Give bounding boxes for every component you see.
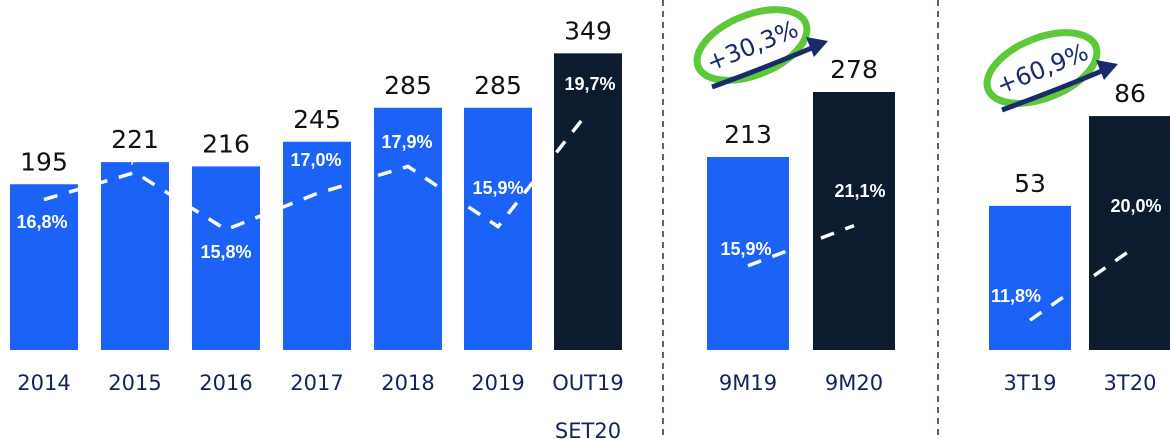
bar [554,53,622,350]
x-tick-label: 2018 [381,371,434,395]
bar [192,166,260,350]
value-label: 285 [474,71,522,100]
bar [989,205,1071,350]
growth-arrowhead [806,37,828,57]
value-label: 285 [384,71,432,100]
annotation: +30,3% [702,15,802,77]
x-tick-label: 3T20 [1104,371,1157,395]
margin-label: 16,8% [16,212,67,232]
bar [1089,116,1170,350]
bar [707,157,789,350]
margin-line [1028,249,1132,322]
margin-label: 17,7% [109,146,160,166]
growth-arrowhead [1096,60,1118,80]
value-label: 216 [202,129,250,158]
x-tick-label: 2015 [108,371,161,395]
x-tick-label: 9M19 [719,371,777,395]
margin-label: 21,1% [834,181,885,201]
margin-label: 17,0% [290,150,341,170]
value-label: 53 [1014,169,1046,198]
margin-line [747,223,855,268]
margin-label: 15,9% [720,239,771,259]
growth-arrow [711,44,815,90]
x-tick-label-line: SET20 [555,419,621,439]
bar [374,107,442,350]
value-label: 195 [20,147,68,176]
bar [10,184,78,350]
bar [283,141,351,350]
x-tick-label: 3T19 [1004,371,1057,395]
x-tick-label: 9M20 [825,371,883,395]
bar [464,107,532,350]
x-tick-label: 2016 [199,371,252,395]
margin-line [43,111,590,232]
margin-label: 19,7% [564,74,615,94]
value-label: 278 [830,55,878,84]
value-label: 221 [111,125,159,154]
margin-label: 20,0% [1110,196,1161,216]
margin-label: 17,9% [381,132,432,152]
x-tick-label: OUT19 SET20 [552,371,623,439]
x-tick-label: 2014 [17,371,70,395]
value-label: 245 [293,105,341,134]
growth-badge: +30,3% [693,6,811,84]
margin-label: 11,8% [991,286,1041,306]
bar [813,92,895,350]
annotation: +60,9% [992,38,1092,100]
bar [101,162,169,350]
badge-ring [983,29,1101,107]
badge-ring [693,6,811,84]
value-label: 213 [724,120,772,149]
x-tick-label: 2019 [471,371,524,395]
growth-arrow [1001,67,1105,113]
growth-badge: +60,9% [983,29,1101,107]
margin-label: 15,9% [472,178,523,198]
margin-label: 15,8% [200,242,251,262]
value-label: 86 [1114,79,1146,108]
value-label: 349 [564,16,612,45]
x-tick-label-line: OUT19 [552,371,623,395]
x-tick-label: 2017 [290,371,343,395]
